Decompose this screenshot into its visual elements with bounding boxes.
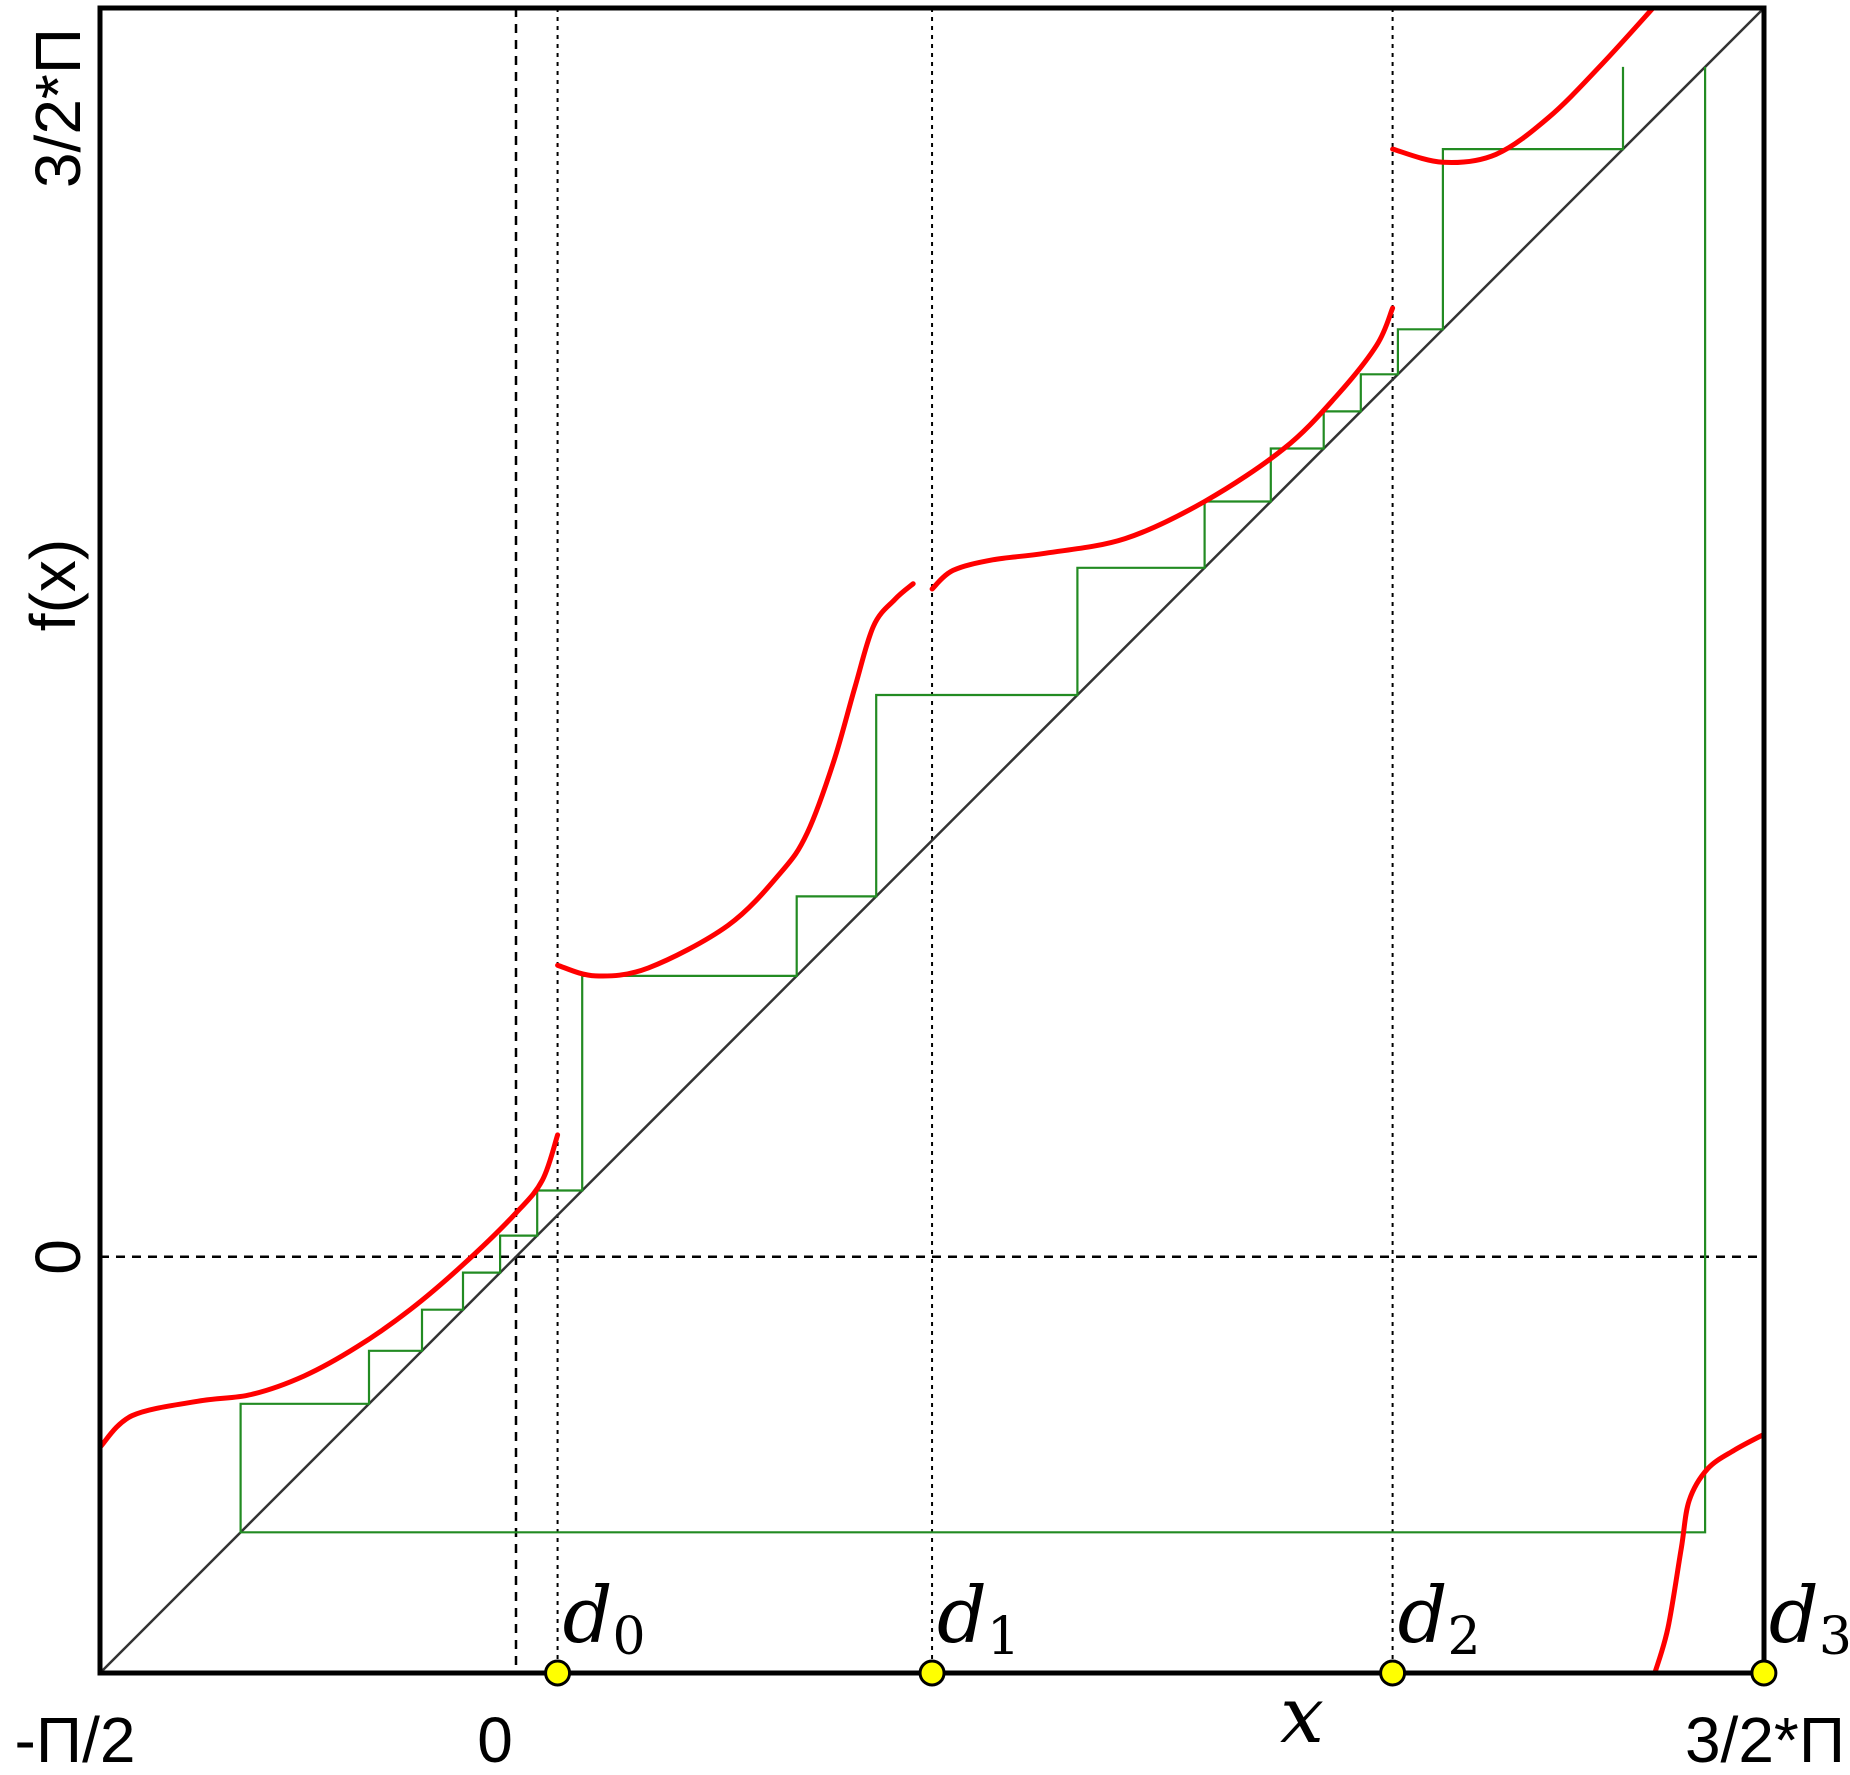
- marker-d1: [918, 1659, 946, 1687]
- marker-d3: [1750, 1659, 1778, 1687]
- map-curves: [100, 8, 1764, 1673]
- y-tick-label-0: 0: [22, 1239, 94, 1275]
- label-d2: d2: [1398, 1571, 1481, 1667]
- label-d1-subscript: 1: [987, 1607, 1020, 1667]
- map-branch-1: [555, 581, 916, 979]
- label-d1: d1: [937, 1571, 1020, 1667]
- map-branch-2: [929, 305, 1396, 592]
- cobweb-path: [239, 66, 1707, 1534]
- label-d0-subscript: 0: [613, 1607, 646, 1667]
- marker-d0: [544, 1659, 572, 1687]
- discontinuity-labels: d0 d1 d2 d3: [563, 1571, 1850, 1667]
- label-d0: d0: [563, 1571, 646, 1667]
- diagonal-line: [99, 7, 1765, 1674]
- label-d2-subscript: 2: [1448, 1607, 1481, 1667]
- label-d3: d3: [1769, 1571, 1850, 1667]
- x-tick-label-2: 3/2*Π: [1685, 1704, 1845, 1775]
- map-branch-4: [1652, 1431, 1764, 1673]
- map-branch-3: [1390, 8, 1657, 166]
- x-axis-title: x: [1280, 1671, 1324, 1761]
- identity-diagonal: [99, 7, 1765, 1674]
- x-tick-label-0: -Π/2: [15, 1704, 136, 1775]
- label-d3-subscript: 3: [1819, 1607, 1850, 1667]
- marker-d2: [1379, 1659, 1407, 1687]
- y-tick-label-1: 3/2*Π: [22, 28, 94, 188]
- map-branch-0: [100, 1132, 561, 1450]
- y-axis-title: f(x): [17, 539, 89, 631]
- discontinuity-markers: [544, 1659, 1778, 1687]
- cobweb-line: [239, 66, 1707, 1534]
- x-tick-label-1: 0: [477, 1704, 513, 1775]
